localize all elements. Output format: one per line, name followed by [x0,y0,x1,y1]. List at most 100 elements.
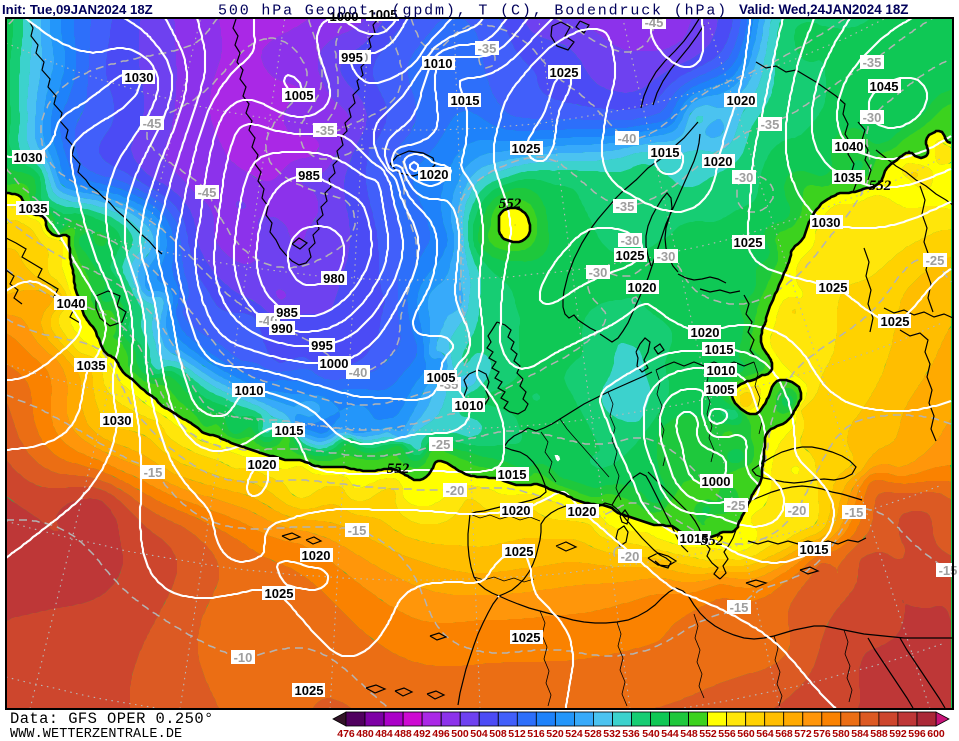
svg-text:-25: -25 [727,498,746,513]
svg-text:584: 584 [851,728,869,740]
svg-text:-35: -35 [863,55,882,70]
svg-text:1000: 1000 [702,474,731,489]
svg-text:-15: -15 [348,523,367,538]
svg-text:508: 508 [489,728,507,740]
svg-text:Valid: Wed,24JAN2024 18Z: Valid: Wed,24JAN2024 18Z [739,2,908,17]
svg-text:1025: 1025 [512,630,541,645]
svg-text:500: 500 [451,728,469,740]
svg-text:-30: -30 [863,110,882,125]
svg-text:504: 504 [470,728,488,740]
svg-text:488: 488 [394,728,412,740]
svg-text:1015: 1015 [705,342,734,357]
svg-text:1030: 1030 [125,70,154,85]
svg-text:1030: 1030 [812,215,841,230]
svg-text:1015: 1015 [451,93,480,108]
svg-text:1030: 1030 [14,150,43,165]
svg-text:580: 580 [832,728,850,740]
svg-text:1025: 1025 [734,235,763,250]
svg-text:Data: GFS OPER 0.250°: Data: GFS OPER 0.250° [10,710,214,728]
svg-text:1020: 1020 [302,548,331,563]
svg-text:1035: 1035 [77,358,106,373]
svg-text:-25: -25 [432,437,451,452]
svg-text:995: 995 [341,50,363,65]
svg-text:1005: 1005 [706,382,735,397]
svg-text:985: 985 [276,305,298,320]
svg-text:516: 516 [527,728,545,740]
svg-text:WWW.WETTERZENTRALE.DE: WWW.WETTERZENTRALE.DE [10,727,182,741]
svg-text:1015: 1015 [498,467,527,482]
svg-text:1015: 1015 [651,145,680,160]
svg-text:1000: 1000 [320,356,349,371]
svg-text:-35: -35 [616,199,635,214]
svg-text:1015: 1015 [680,531,709,546]
svg-text:600: 600 [927,728,945,740]
svg-text:Init: Tue,09JAN2024 18Z: Init: Tue,09JAN2024 18Z [2,2,153,17]
svg-text:552: 552 [699,728,717,740]
svg-text:532: 532 [603,728,621,740]
svg-text:1035: 1035 [834,170,863,185]
svg-text:1040: 1040 [57,296,86,311]
svg-text:520: 520 [546,728,564,740]
svg-text:576: 576 [813,728,831,740]
svg-text:1025: 1025 [295,683,324,698]
svg-text:-15: -15 [144,465,163,480]
svg-text:1025: 1025 [505,544,534,559]
svg-text:1020: 1020 [420,167,449,182]
svg-text:1025: 1025 [616,248,645,263]
svg-text:-15: -15 [730,600,749,615]
svg-text:1020: 1020 [704,154,733,169]
svg-text:-15: -15 [845,505,864,520]
svg-text:548: 548 [680,728,698,740]
svg-text:524: 524 [565,728,583,740]
svg-text:1010: 1010 [424,56,453,71]
svg-text:500 hPa Geopot. (gpdm), T (C),: 500 hPa Geopot. (gpdm), T (C), Bodendruc… [218,3,728,20]
svg-text:-10: -10 [234,650,253,665]
svg-text:-30: -30 [735,170,754,185]
svg-text:592: 592 [889,728,907,740]
svg-text:480: 480 [356,728,374,740]
svg-text:560: 560 [737,728,755,740]
svg-text:476: 476 [337,728,355,740]
svg-text:588: 588 [870,728,888,740]
svg-text:484: 484 [375,728,393,740]
svg-text:1020: 1020 [248,457,277,472]
svg-text:995: 995 [311,338,333,353]
svg-text:-15: -15 [939,563,958,578]
svg-text:1025: 1025 [512,141,541,156]
svg-text:-35: -35 [761,117,780,132]
svg-text:-35: -35 [478,41,497,56]
svg-text:596: 596 [908,728,926,740]
svg-text:1045: 1045 [870,79,899,94]
svg-text:552: 552 [701,533,724,549]
svg-text:536: 536 [622,728,640,740]
svg-text:552: 552 [387,461,410,477]
svg-text:1020: 1020 [568,504,597,519]
svg-text:1025: 1025 [881,314,910,329]
svg-text:1020: 1020 [502,503,531,518]
svg-text:1010: 1010 [455,398,484,413]
svg-text:1025: 1025 [265,586,294,601]
svg-text:1030: 1030 [103,413,132,428]
svg-text:512: 512 [508,728,526,740]
svg-text:1020: 1020 [691,325,720,340]
svg-text:556: 556 [718,728,736,740]
svg-text:1015: 1015 [275,423,304,438]
svg-text:1040: 1040 [835,139,864,154]
svg-text:980: 980 [323,271,345,286]
svg-text:492: 492 [413,728,431,740]
svg-text:-40: -40 [349,365,368,380]
svg-text:1005: 1005 [285,88,314,103]
svg-text:568: 568 [775,728,793,740]
svg-text:572: 572 [794,728,812,740]
svg-text:564: 564 [756,728,774,740]
svg-text:1005: 1005 [427,370,456,385]
svg-text:1020: 1020 [628,280,657,295]
svg-text:1010: 1010 [707,363,736,378]
svg-text:1020: 1020 [727,93,756,108]
svg-text:544: 544 [661,728,679,740]
svg-text:-30: -30 [589,265,608,280]
svg-text:552: 552 [499,196,522,212]
svg-text:-35: -35 [316,123,335,138]
svg-text:-25: -25 [926,253,945,268]
svg-text:540: 540 [642,728,660,740]
